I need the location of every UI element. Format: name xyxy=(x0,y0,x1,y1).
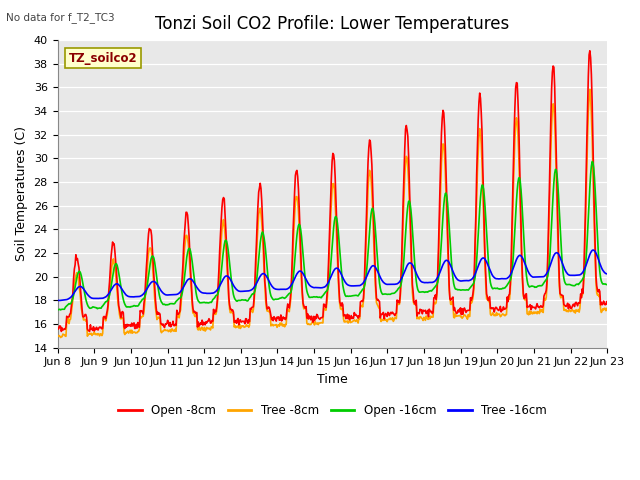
Legend: Open -8cm, Tree -8cm, Open -16cm, Tree -16cm: Open -8cm, Tree -8cm, Open -16cm, Tree -… xyxy=(113,400,552,422)
Title: Tonzi Soil CO2 Profile: Lower Temperatures: Tonzi Soil CO2 Profile: Lower Temperatur… xyxy=(156,15,509,33)
Text: TZ_soilco2: TZ_soilco2 xyxy=(68,52,137,65)
Text: No data for f_T2_TC3: No data for f_T2_TC3 xyxy=(6,12,115,23)
Y-axis label: Soil Temperatures (C): Soil Temperatures (C) xyxy=(15,126,28,262)
X-axis label: Time: Time xyxy=(317,373,348,386)
